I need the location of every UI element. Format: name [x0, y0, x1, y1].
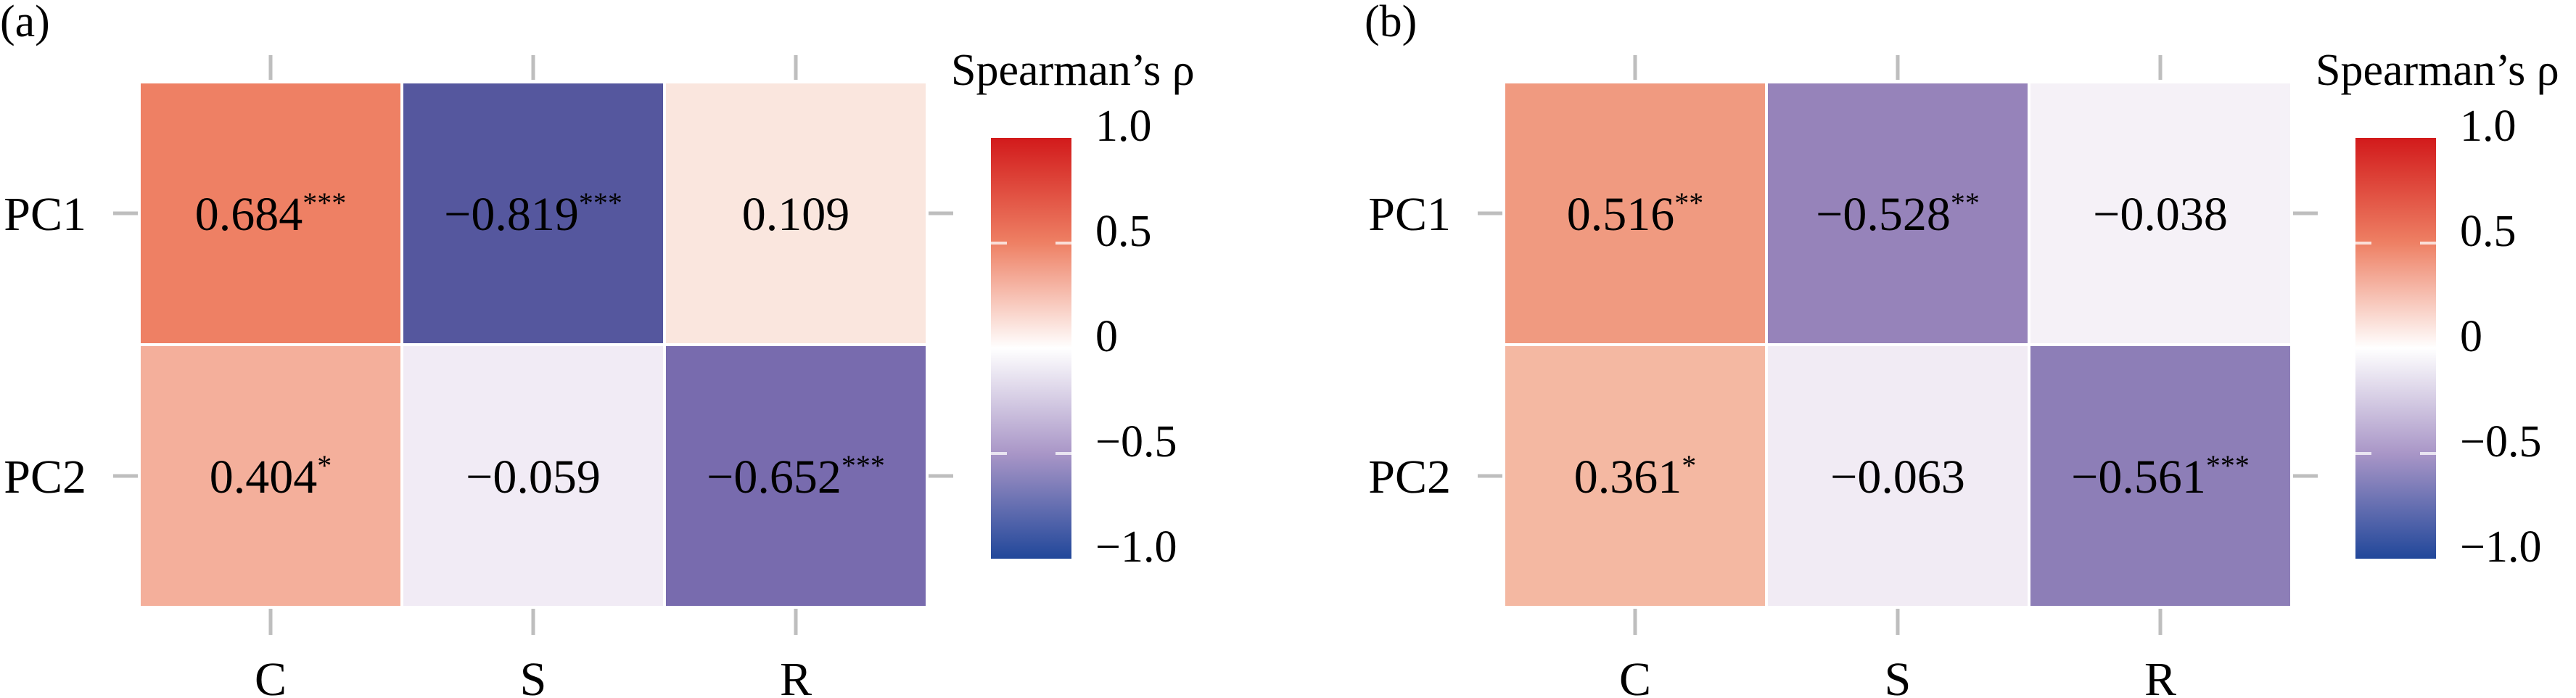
cell-rect	[1505, 346, 1765, 606]
cell-rect	[141, 346, 400, 606]
x-tick-label: S	[520, 653, 547, 698]
cell-value: 0.684	[195, 188, 303, 241]
y-tick-label: PC2	[4, 451, 86, 504]
colorbar-tick-label: 0	[2460, 312, 2482, 361]
axes: C S R PC1 PC2	[1368, 55, 2318, 698]
heatmap-cell: −0.561***	[2030, 346, 2290, 606]
heatmap-cell: 0.361*	[1505, 346, 1765, 606]
colorbar-tick-label: 0.5	[1095, 207, 1152, 256]
significance-stars: ***	[841, 449, 885, 482]
cell-value: 0.361	[1574, 451, 1682, 504]
y-tick-label: PC1	[4, 188, 86, 241]
heatmap-cell: 0.404*	[141, 346, 400, 606]
colorbar-tick-label: −0.5	[1095, 417, 1177, 467]
cell-value-label: −0.652***	[707, 449, 885, 504]
cell-rect	[1505, 83, 1765, 343]
significance-stars: ***	[2206, 449, 2250, 482]
panel-label: (a)	[0, 0, 50, 46]
x-tick-label: R	[780, 653, 812, 698]
cell-value: −0.561	[2071, 451, 2206, 504]
cell-rect	[666, 83, 926, 343]
cell-rect	[403, 346, 663, 606]
heatmap-cell: 0.684***	[141, 83, 400, 343]
heatmap-cell: 0.109	[666, 83, 926, 343]
cell-value: −0.063	[1830, 451, 1965, 504]
cell-rect	[666, 346, 926, 606]
x-tick-label: C	[1619, 653, 1651, 698]
x-tick-label: R	[2144, 653, 2176, 698]
axes: C S R PC1 PC2	[4, 55, 953, 698]
cell-value: −0.819	[444, 188, 579, 241]
cell-value: −0.528	[1816, 188, 1951, 241]
cell-value: 0.109	[742, 188, 850, 241]
colorbar-tick-label: −0.5	[2460, 417, 2541, 467]
colorbar-tick-label: 0	[1095, 312, 1118, 361]
heatmap-cell: 0.516**	[1505, 83, 1765, 343]
cell-value-label: −0.528**	[1816, 186, 1980, 241]
y-tick-label: PC2	[1368, 451, 1451, 504]
cell-value-label: 0.361*	[1574, 449, 1697, 504]
panel-label: (b)	[1365, 0, 1417, 46]
x-tick-label: C	[255, 653, 287, 698]
heatmap-cell: −0.652***	[666, 346, 926, 606]
colorbar-tick-label: 1.0	[2460, 102, 2517, 151]
colorbar-tick-label: −1.0	[2460, 522, 2541, 572]
heatmap-cell: −0.819***	[403, 83, 663, 343]
cell-value: −0.038	[2093, 188, 2228, 241]
colorbar-tick-label: 0.5	[2460, 207, 2517, 256]
x-tick-label: S	[1885, 653, 1912, 698]
cell-value-label: −0.063	[1830, 451, 1965, 504]
cell-value-label: 0.516**	[1567, 186, 1704, 241]
heatmap-cell: −0.059	[403, 346, 663, 606]
cell-value: −0.059	[466, 451, 601, 504]
heatmap-cell: −0.038	[2030, 83, 2290, 343]
cell-rect	[403, 83, 663, 343]
cell-value-label: −0.561***	[2071, 449, 2250, 504]
significance-stars: ***	[579, 186, 622, 219]
cell-value-label: 0.109	[742, 188, 850, 241]
heatmap-cell: −0.528**	[1768, 83, 2028, 343]
cell-value-label: −0.819***	[444, 186, 622, 241]
cell-rect	[141, 83, 400, 343]
cell-value-label: 0.404*	[210, 449, 332, 504]
significance-stars: **	[1951, 186, 1980, 219]
colorbar-title: Spearman’s ρ	[2316, 46, 2559, 95]
heatmap-cell: −0.063	[1768, 346, 2028, 606]
cell-value: 0.404	[210, 451, 318, 504]
significance-stars: *	[1682, 449, 1696, 482]
colorbar-tick-label: 1.0	[1095, 102, 1152, 151]
cell-rect	[2030, 346, 2290, 606]
cell-value: 0.516	[1567, 188, 1675, 241]
significance-stars: *	[317, 449, 332, 482]
colorbar: 1.0 0.5 0 −0.5 −1.0	[2355, 102, 2541, 572]
significance-stars: ***	[303, 186, 346, 219]
cell-value-label: −0.059	[466, 451, 601, 504]
panel-a: (a) Spearman’s ρ 0.684*** −0.819*** 0.1090…	[0, 0, 1195, 698]
cell-value: −0.652	[707, 451, 841, 504]
significance-stars: **	[1674, 186, 1703, 219]
cell-rect	[1768, 83, 2028, 343]
cell-value-label: −0.038	[2093, 188, 2228, 241]
y-tick-label: PC1	[1368, 188, 1451, 241]
cell-value-label: 0.684***	[195, 186, 347, 241]
colorbar: 1.0 0.5 0 −0.5 −1.0	[991, 102, 1177, 572]
colorbar-tick-label: −1.0	[1095, 522, 1177, 572]
cell-rect	[2030, 83, 2290, 343]
cell-rect	[1768, 346, 2028, 606]
colorbar-title: Spearman’s ρ	[951, 46, 1195, 95]
panel-b: (b) Spearman’s ρ 0.516** −0.528** −0.0380.…	[1365, 0, 2559, 698]
